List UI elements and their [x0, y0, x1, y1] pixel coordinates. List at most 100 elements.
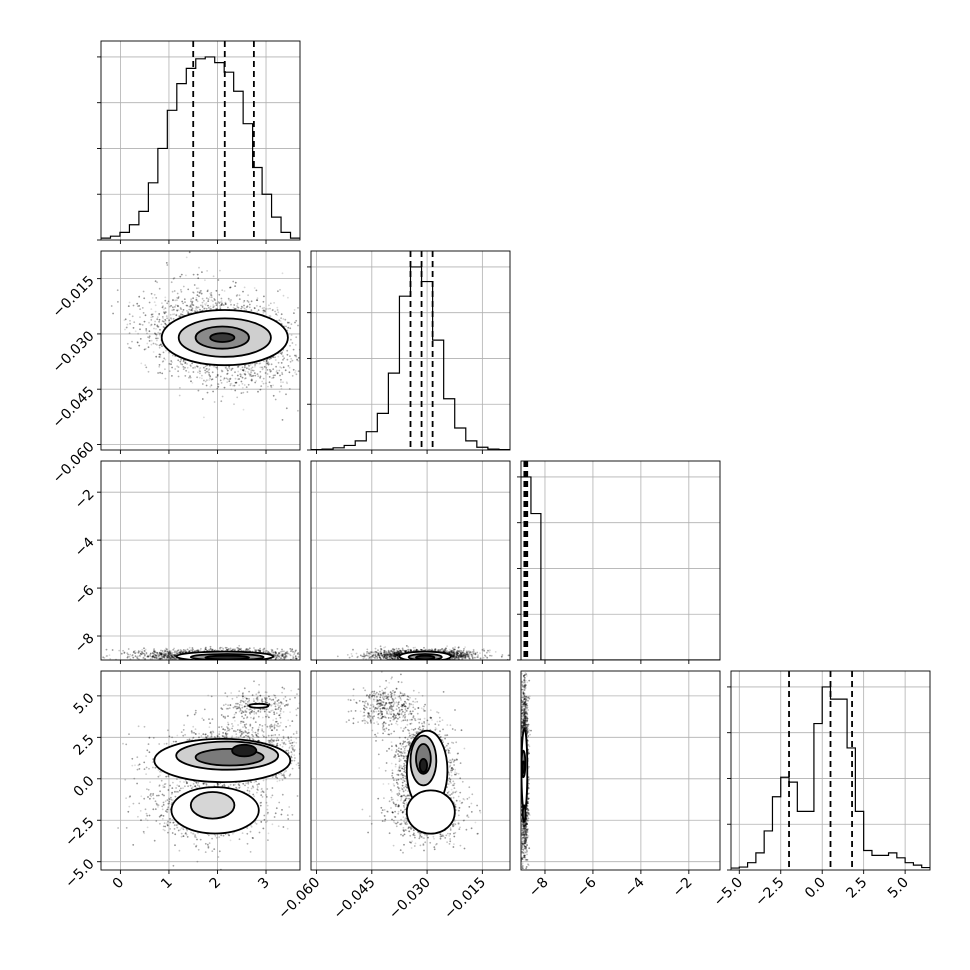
- sample-point: [388, 655, 391, 658]
- sample-point: [292, 368, 295, 371]
- sample-point: [160, 323, 163, 326]
- sample-point: [277, 361, 280, 364]
- sample-point: [176, 309, 179, 312]
- sample-point: [160, 653, 162, 655]
- sample-point: [243, 377, 246, 380]
- sample-point: [396, 653, 398, 656]
- sample-point: [409, 649, 412, 652]
- sample-point: [142, 656, 145, 659]
- sample-point: [198, 376, 201, 379]
- sample-point: [277, 655, 279, 657]
- sample-point: [450, 651, 453, 654]
- sample-point: [195, 365, 198, 368]
- sample-point: [134, 652, 137, 655]
- sample-point: [193, 650, 196, 653]
- sample-point: [171, 651, 174, 654]
- sample-point: [171, 656, 174, 659]
- sample-point: [393, 653, 396, 656]
- sample-point: [132, 651, 135, 654]
- sample-point: [453, 654, 456, 657]
- sample-point: [137, 650, 140, 653]
- sample-point: [197, 649, 200, 652]
- sample-point: [454, 653, 456, 656]
- sample-point: [291, 649, 293, 651]
- sample-point: [457, 650, 460, 652]
- sample-point: [246, 649, 249, 652]
- sample-point: [169, 653, 171, 656]
- sample-point: [291, 359, 294, 362]
- sample-point: [226, 369, 229, 372]
- sample-point: [173, 655, 176, 658]
- sample-point: [392, 652, 395, 655]
- sample-point: [262, 650, 265, 653]
- sample-point: [259, 366, 262, 369]
- sample-point: [262, 367, 265, 370]
- sample-point: [161, 302, 163, 304]
- sample-point: [378, 655, 381, 658]
- sample-point: [184, 362, 187, 364]
- sample-point: [129, 319, 131, 322]
- sample-point: [176, 296, 178, 299]
- sample-point: [167, 653, 170, 655]
- sample-point: [442, 650, 444, 653]
- sample-point: [464, 653, 467, 655]
- sample-point: [296, 653, 299, 655]
- sample-point: [165, 654, 168, 656]
- sample-point: [285, 325, 287, 328]
- sample-point: [163, 311, 166, 314]
- sample-point: [170, 657, 172, 659]
- sample-point: [431, 648, 433, 650]
- sample-point: [180, 313, 182, 316]
- sample-point: [152, 313, 154, 316]
- sample-point: [287, 326, 290, 329]
- sample-point: [134, 650, 136, 652]
- sample-point: [180, 289, 182, 291]
- sample-point: [283, 653, 285, 655]
- sample-point: [171, 655, 174, 658]
- sample-point: [470, 653, 473, 656]
- sample-point: [380, 652, 382, 654]
- sample-point: [172, 648, 175, 651]
- sample-point: [139, 328, 141, 331]
- sample-point: [154, 653, 156, 656]
- sample-point: [208, 379, 211, 381]
- sample-point: [156, 339, 158, 342]
- sample-point: [462, 656, 464, 659]
- sample-point: [372, 653, 375, 656]
- sample-point: [209, 377, 211, 380]
- sample-point: [182, 366, 185, 368]
- sample-point: [216, 383, 219, 385]
- sample-point: [258, 649, 261, 652]
- sample-point: [391, 655, 393, 657]
- sample-point: [259, 375, 262, 378]
- sample-point: [155, 335, 158, 337]
- sample-point: [171, 361, 173, 363]
- sample-point: [391, 652, 394, 654]
- sample-point: [256, 305, 258, 307]
- sample-point: [235, 295, 238, 297]
- sample-point: [246, 305, 249, 308]
- sample-point: [247, 371, 249, 373]
- sample-point: [273, 654, 276, 657]
- sample-point: [191, 300, 194, 303]
- sample-point: [156, 281, 159, 284]
- sample-point: [263, 306, 265, 309]
- sample-point: [160, 653, 162, 656]
- sample-point: [231, 648, 234, 651]
- sample-point: [214, 299, 216, 301]
- sample-point: [144, 314, 147, 317]
- sample-point: [170, 655, 173, 657]
- sample-point: [238, 384, 241, 387]
- sample-point: [148, 335, 151, 338]
- sample-point: [134, 655, 137, 658]
- sample-point: [439, 649, 441, 652]
- sample-point: [221, 646, 224, 649]
- sample-point: [205, 384, 208, 387]
- sample-point: [466, 653, 468, 655]
- sample-point: [274, 657, 277, 660]
- sample-point: [460, 652, 462, 654]
- sample-point: [443, 649, 446, 652]
- sample-point: [146, 332, 148, 335]
- sample-point: [149, 653, 152, 655]
- sample-point: [266, 362, 268, 365]
